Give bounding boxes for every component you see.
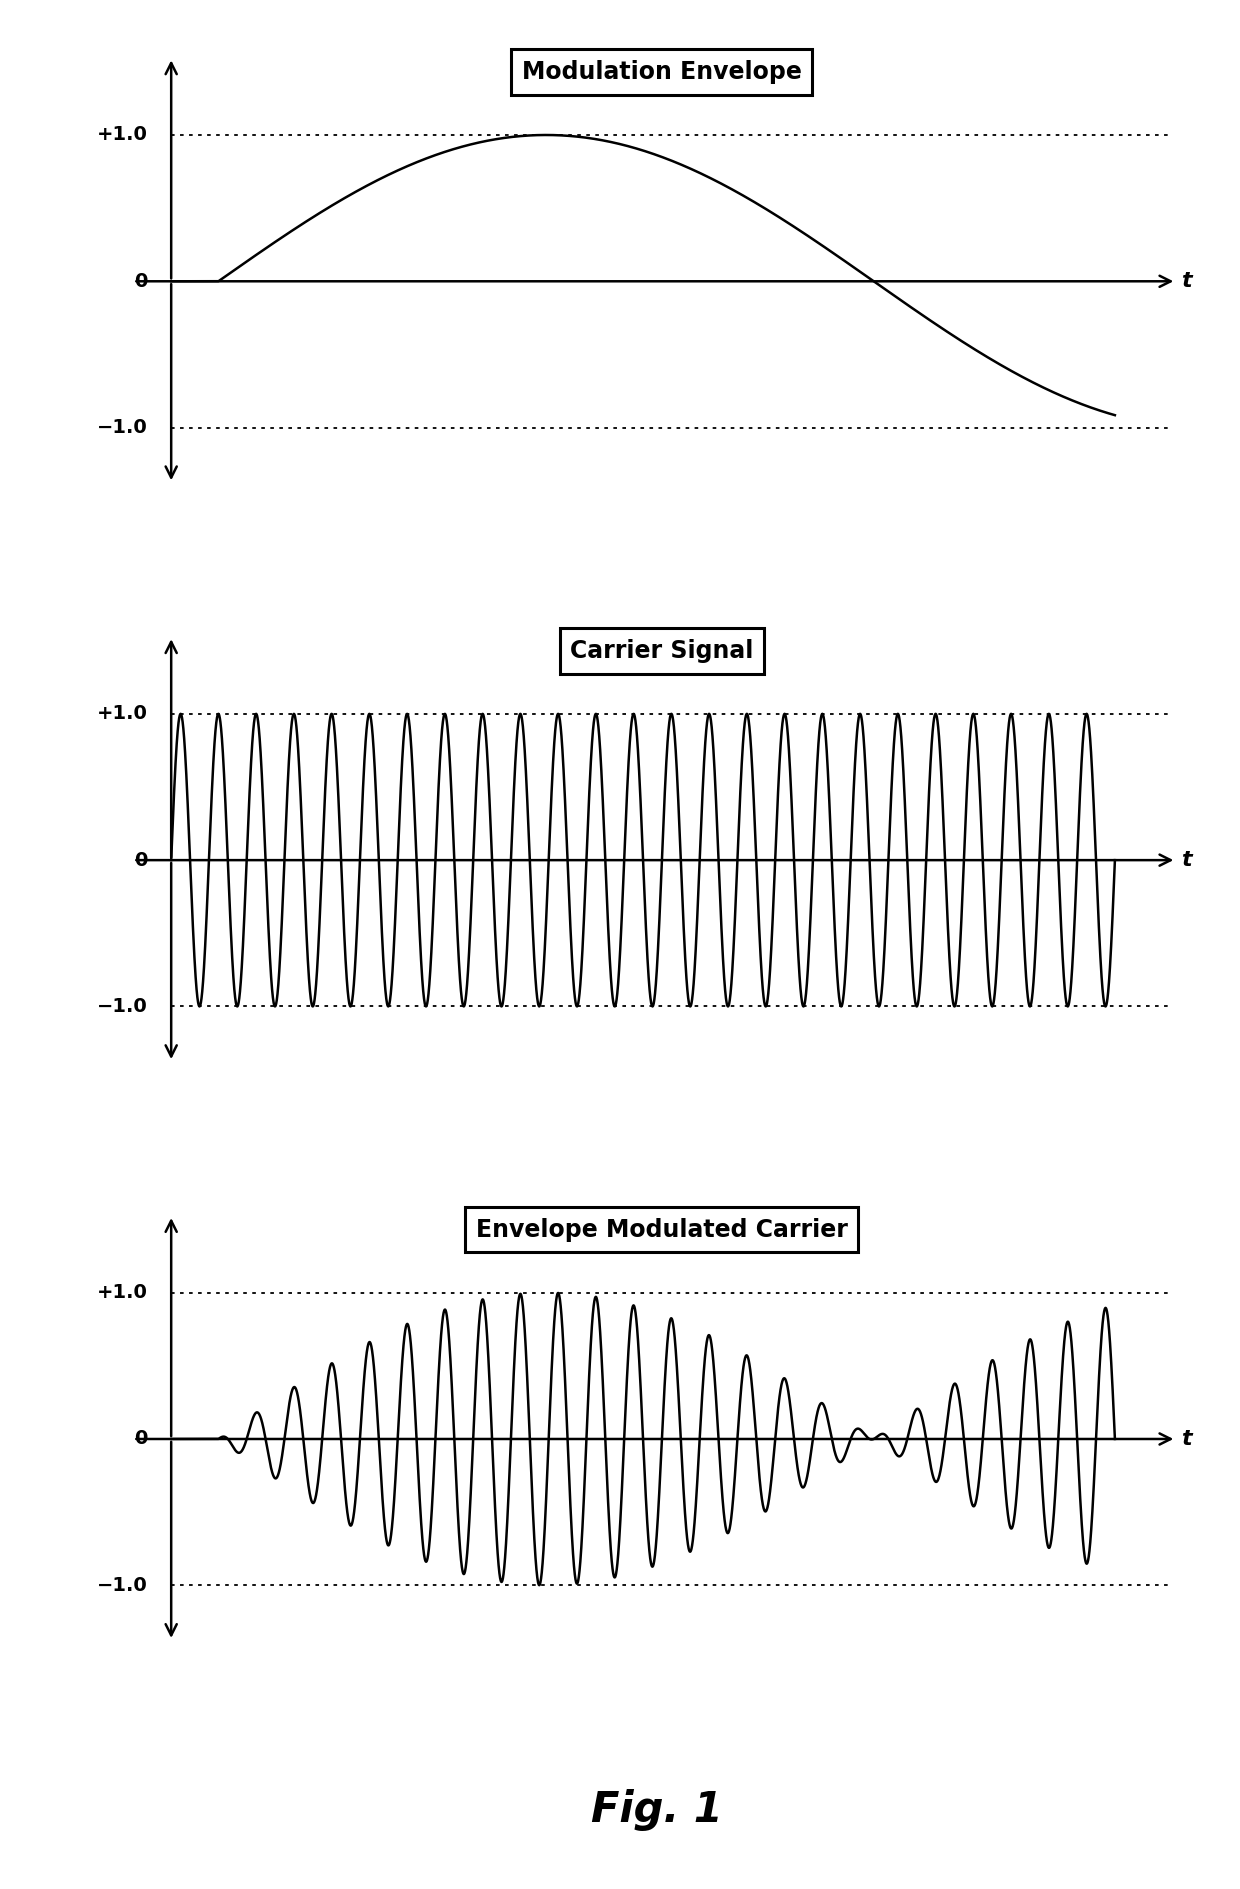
Text: −1.0: −1.0	[97, 1575, 148, 1594]
Text: t: t	[1180, 272, 1192, 291]
Text: +1.0: +1.0	[97, 1283, 148, 1302]
Text: −1.0: −1.0	[97, 997, 148, 1016]
Text: Fig. 1: Fig. 1	[591, 1789, 723, 1830]
Text: 0: 0	[134, 1430, 148, 1449]
Text: −1.0: −1.0	[97, 417, 148, 436]
Text: Modulation Envelope: Modulation Envelope	[522, 60, 802, 85]
Text: +1.0: +1.0	[97, 125, 148, 144]
Text: t: t	[1180, 850, 1192, 871]
Text: Envelope Modulated Carrier: Envelope Modulated Carrier	[476, 1218, 848, 1241]
Text: Carrier Signal: Carrier Signal	[570, 638, 754, 663]
Text: t: t	[1180, 1428, 1192, 1449]
Text: 0: 0	[134, 850, 148, 869]
Text: +1.0: +1.0	[97, 705, 148, 723]
Text: 0: 0	[134, 272, 148, 291]
